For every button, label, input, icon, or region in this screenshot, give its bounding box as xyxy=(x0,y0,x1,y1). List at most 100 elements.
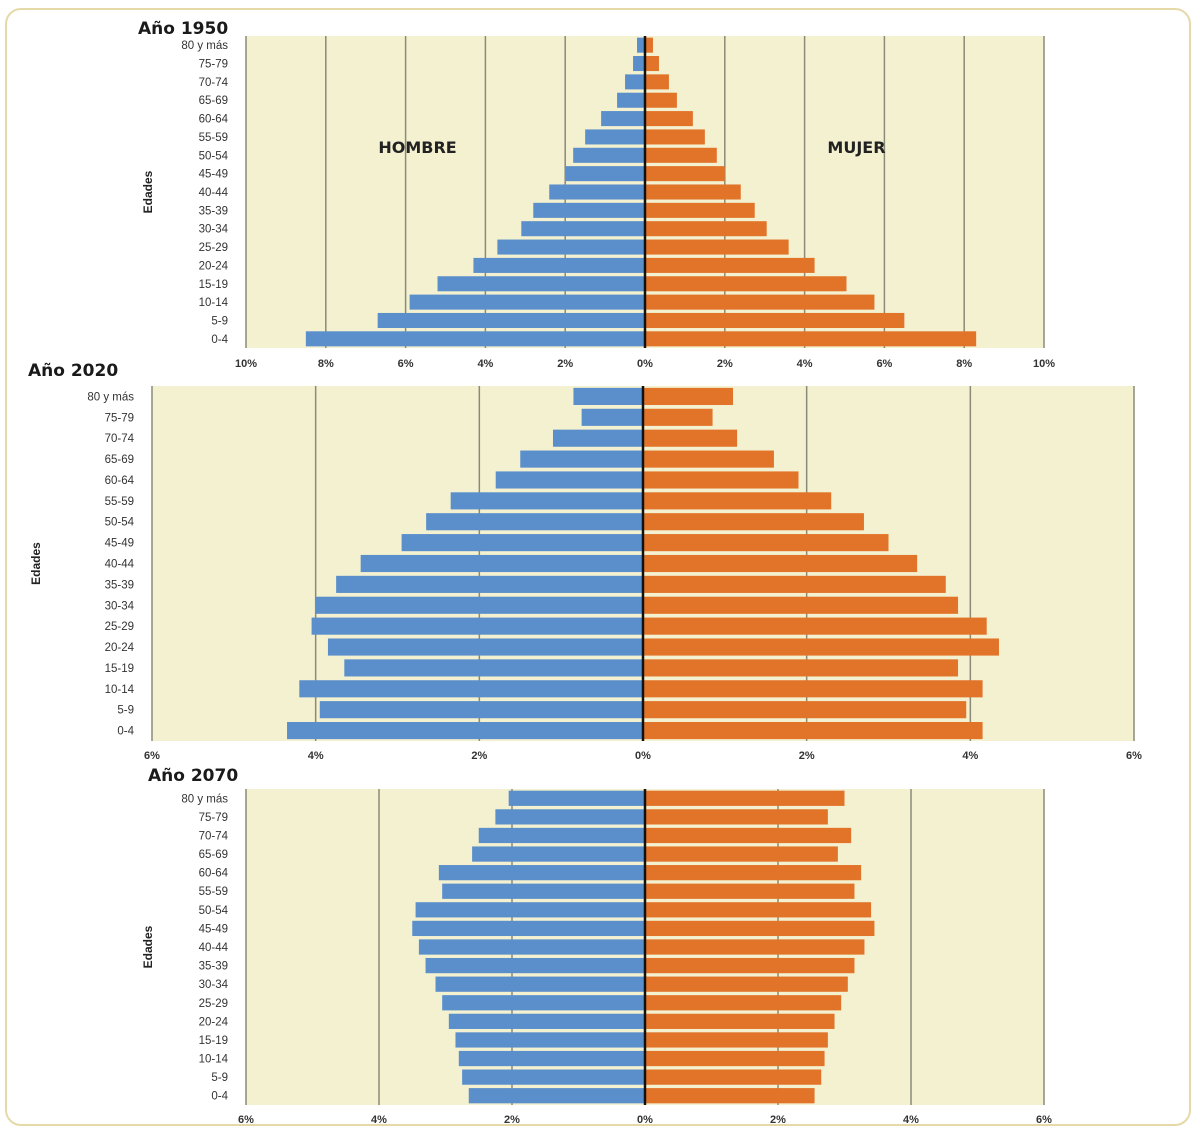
age-group-label: 15-19 xyxy=(199,1035,228,1047)
bar-hombre xyxy=(377,312,645,328)
bar-mujer xyxy=(643,429,738,447)
age-group-label: 65-69 xyxy=(199,95,228,107)
y-axis-label: Edades xyxy=(141,925,155,968)
bar-mujer xyxy=(645,1032,828,1048)
x-tick-label: 6% xyxy=(876,358,892,370)
age-group-label: 75-79 xyxy=(105,412,134,424)
age-group-label: 45-49 xyxy=(199,923,228,935)
bar-mujer xyxy=(643,596,959,614)
bar-hombre xyxy=(287,721,643,740)
age-group-label: 50-54 xyxy=(199,150,229,162)
bar-mujer xyxy=(645,129,705,145)
bar-hombre xyxy=(450,492,643,510)
bar-mujer xyxy=(645,257,815,273)
x-tick-label: 6% xyxy=(398,358,414,370)
age-group-label: 15-19 xyxy=(199,279,228,291)
bar-mujer xyxy=(645,166,725,182)
x-tick-label: 6% xyxy=(238,1114,254,1126)
x-tick-label: 4% xyxy=(962,750,978,762)
x-tick-label: 6% xyxy=(1036,1114,1052,1126)
age-group-label: 50-54 xyxy=(199,905,229,917)
bar-mujer xyxy=(645,902,872,918)
bar-mujer xyxy=(645,276,847,292)
age-group-label: 55-59 xyxy=(199,132,228,144)
bar-mujer xyxy=(643,387,734,406)
age-group-label: 25-29 xyxy=(199,242,228,254)
age-group-label: 35-39 xyxy=(199,961,228,973)
age-group-label: 45-49 xyxy=(105,538,134,550)
bar-mujer xyxy=(643,638,999,656)
bar-mujer xyxy=(645,147,717,163)
bar-hombre xyxy=(442,995,645,1011)
bar-hombre xyxy=(442,883,645,899)
x-tick-label: 4% xyxy=(371,1114,387,1126)
age-group-label: 80 y más xyxy=(87,391,134,403)
bar-hombre xyxy=(549,184,645,200)
age-group-label: 80 y más xyxy=(181,793,228,805)
bar-hombre xyxy=(401,534,643,552)
bar-hombre xyxy=(311,617,643,635)
age-group-label: 5-9 xyxy=(211,1072,228,1084)
pyramid-title: Año 2020 xyxy=(28,361,118,381)
bar-hombre xyxy=(495,809,645,825)
bar-mujer xyxy=(645,920,875,937)
age-group-label: 5-9 xyxy=(211,315,228,327)
y-axis-label: Edades xyxy=(29,542,43,585)
x-tick-label: 0% xyxy=(637,358,653,370)
bar-hombre xyxy=(409,294,645,310)
bar-hombre xyxy=(633,56,645,72)
age-group-label: 10-14 xyxy=(199,297,229,309)
age-group-label: 70-74 xyxy=(105,433,135,445)
bar-mujer xyxy=(645,312,905,328)
bar-hombre xyxy=(305,331,645,347)
bar-hombre xyxy=(426,513,643,531)
bar-mujer xyxy=(645,92,677,108)
x-tick-label: 4% xyxy=(797,358,813,370)
x-tick-label: 4% xyxy=(477,358,493,370)
pyramid-2: 6% 4% 2% 0% 2% 4% 6% 80 y más 75-79 70-74 65-69 60-… xyxy=(28,361,1142,762)
bar-hombre xyxy=(508,790,645,806)
age-group-label: 40-44 xyxy=(199,187,229,199)
age-group-label: 50-54 xyxy=(105,517,135,529)
x-tick-label: 6% xyxy=(144,750,160,762)
bar-mujer xyxy=(645,957,855,974)
bar-hombre xyxy=(360,554,643,573)
bar-hombre xyxy=(625,74,645,90)
outer-frame xyxy=(5,8,1191,1126)
bar-hombre xyxy=(448,1013,645,1029)
bar-mujer xyxy=(645,1050,825,1067)
bar-mujer xyxy=(645,939,865,955)
bar-hombre xyxy=(412,920,645,937)
bar-mujer xyxy=(645,809,828,825)
bar-mujer xyxy=(645,1069,822,1085)
bar-mujer xyxy=(645,221,767,237)
x-tick-label: 8% xyxy=(318,358,334,370)
hombre-label: HOMBRE xyxy=(378,138,456,157)
x-tick-label: 2% xyxy=(471,750,487,762)
x-tick-label: 4% xyxy=(903,1114,919,1126)
bar-mujer xyxy=(645,865,862,881)
bar-hombre xyxy=(425,957,645,974)
pyramid-3: 6% 4% 2% 0% 2% 4% 6% 80 y más 75-79 70-74 65-69 60-… xyxy=(141,766,1052,1126)
y-axis-label: Edades xyxy=(141,170,155,213)
bar-hombre xyxy=(478,827,645,844)
age-group-label: 35-39 xyxy=(105,579,134,591)
bar-mujer xyxy=(643,513,864,531)
age-group-label: 80 y más xyxy=(181,40,228,52)
age-group-label: 70-74 xyxy=(199,830,229,842)
pyramid-1: 10% 8% 6% 4% 2% 0% 2% 4% 6% 8% 10% 80 y más 75-79 70-… xyxy=(138,19,1055,370)
bar-mujer xyxy=(645,827,852,844)
age-group-label: 0-4 xyxy=(211,334,228,346)
bar-mujer xyxy=(643,701,967,719)
bar-hombre xyxy=(455,1032,645,1048)
age-group-label: 60-64 xyxy=(199,868,229,880)
bar-hombre xyxy=(573,387,643,406)
bar-hombre xyxy=(533,202,645,218)
bar-mujer xyxy=(645,56,659,72)
bar-hombre xyxy=(495,471,643,489)
age-group-label: 20-24 xyxy=(199,260,229,272)
bar-mujer xyxy=(645,883,855,899)
bar-hombre xyxy=(418,939,645,955)
age-group-label: 55-59 xyxy=(199,886,228,898)
bar-hombre xyxy=(601,111,645,127)
